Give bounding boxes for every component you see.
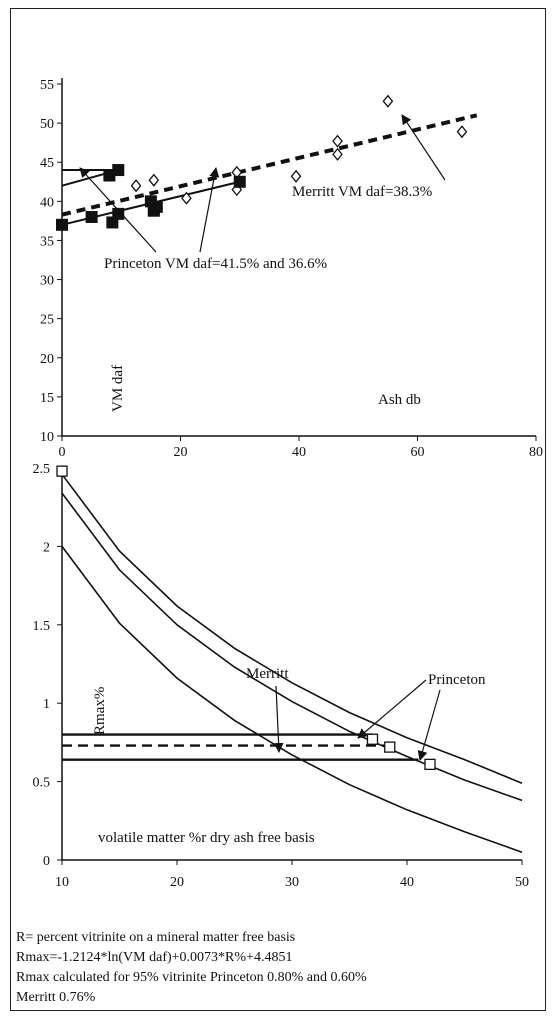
- data-point-square: [233, 175, 246, 188]
- chart-rmax-vs-vm: 0 0.5 1 1.5 2 2.5 10 20 30 40 50 Rmax% volatile matt…: [33, 462, 530, 890]
- data-point-diamond: [181, 191, 192, 205]
- trendline-dashed: [61, 113, 478, 217]
- arrow-princeton-right: [417, 689, 441, 761]
- x-tick-label: 50: [515, 875, 529, 890]
- x-tick-label: 10: [55, 875, 69, 890]
- arrow-princeton-right: [199, 167, 220, 253]
- y-tick-label: 50: [40, 117, 54, 132]
- data-point-diamond: [148, 173, 160, 187]
- data-point-diamond: [456, 125, 468, 139]
- y-tick-label: 0.5: [33, 776, 51, 791]
- data-point-diamond: [382, 94, 394, 108]
- annotation-merritt: Merritt: [246, 666, 289, 682]
- y-tick-label: 1.5: [33, 619, 51, 634]
- y-tick-label: 30: [40, 274, 54, 289]
- x-tick-label: 40: [400, 875, 414, 890]
- y-tick-label: 25: [40, 313, 54, 328]
- x-tick-label: 60: [411, 445, 425, 460]
- y-tick-label: 20: [40, 352, 54, 367]
- x-tick-label: 30: [285, 875, 299, 890]
- chart-vm-vs-ash: 10 15 20 25 30 35 40 45 50 55 0 20 40 60 80 VM daf Ash d…: [40, 78, 543, 460]
- figure-frame: [10, 8, 546, 1011]
- data-point-open-square: [56, 465, 68, 477]
- data-point-open-square: [424, 758, 436, 771]
- data-point-diamond: [332, 134, 343, 148]
- y-tick-label: 2.5: [33, 462, 51, 477]
- data-point-diamond: [290, 169, 302, 183]
- y-tick-label: 2: [43, 540, 50, 555]
- annotation-princeton: Princeton: [428, 672, 486, 688]
- y-tick-label: 45: [40, 156, 54, 171]
- note-line-3: Rmax calculated for 95% vitrinite Prince…: [16, 970, 367, 985]
- y-tick-label: 55: [40, 78, 54, 93]
- data-point-diamond: [130, 179, 142, 193]
- note-line-1: R= percent vitrinite on a mineral matter…: [16, 930, 296, 945]
- data-point-open-square: [384, 741, 396, 753]
- x-tick-label: 40: [292, 445, 306, 460]
- y-tick-label: 35: [40, 234, 54, 249]
- annotation-merritt: Merritt VM daf=38.3%: [292, 184, 432, 200]
- data-point-diamond: [332, 147, 343, 161]
- x-tick-label: 80: [529, 445, 543, 460]
- rmax-curve: [61, 545, 523, 853]
- y-tick-label: 10: [40, 430, 54, 445]
- rmax-curve: [61, 473, 523, 784]
- y-axis-label: Rmax%: [92, 687, 108, 735]
- y-tick-label: 1: [43, 697, 50, 712]
- arrow-princeton-left: [79, 167, 157, 253]
- data-point-open-square: [366, 733, 379, 745]
- rmax-curve: [61, 492, 523, 802]
- y-tick-label: 0: [43, 854, 50, 869]
- note-line-2: Rmax=-1.2124*ln(VM daf)+0.0073*R%+4.4851: [16, 950, 293, 965]
- annotation-princeton: Princeton VM daf=41.5% and 36.6%: [104, 256, 327, 272]
- data-point-square: [85, 210, 98, 223]
- data-point-square: [112, 207, 125, 220]
- x-tick-label: 20: [174, 445, 188, 460]
- notes: R= percent vitrinite on a mineral matter…: [16, 928, 544, 1008]
- data-point-square: [112, 164, 125, 177]
- y-tick-label: 40: [40, 195, 54, 210]
- arrow-princeton-left: [357, 679, 427, 739]
- y-axis-label: VM daf: [110, 365, 126, 412]
- y-tick-label: 15: [40, 391, 54, 406]
- arrow-merritt: [401, 114, 446, 181]
- x-axis-label: volatile matter %r dry ash free basis: [98, 830, 315, 846]
- note-line-4: Merritt 0.76%: [16, 990, 96, 1005]
- data-point-square: [56, 218, 68, 231]
- x-tick-label: 0: [59, 445, 66, 460]
- data-point-square: [150, 200, 163, 213]
- x-tick-label: 20: [170, 875, 184, 890]
- arrow-merritt: [273, 685, 284, 753]
- x-axis-label: Ash db: [378, 392, 421, 408]
